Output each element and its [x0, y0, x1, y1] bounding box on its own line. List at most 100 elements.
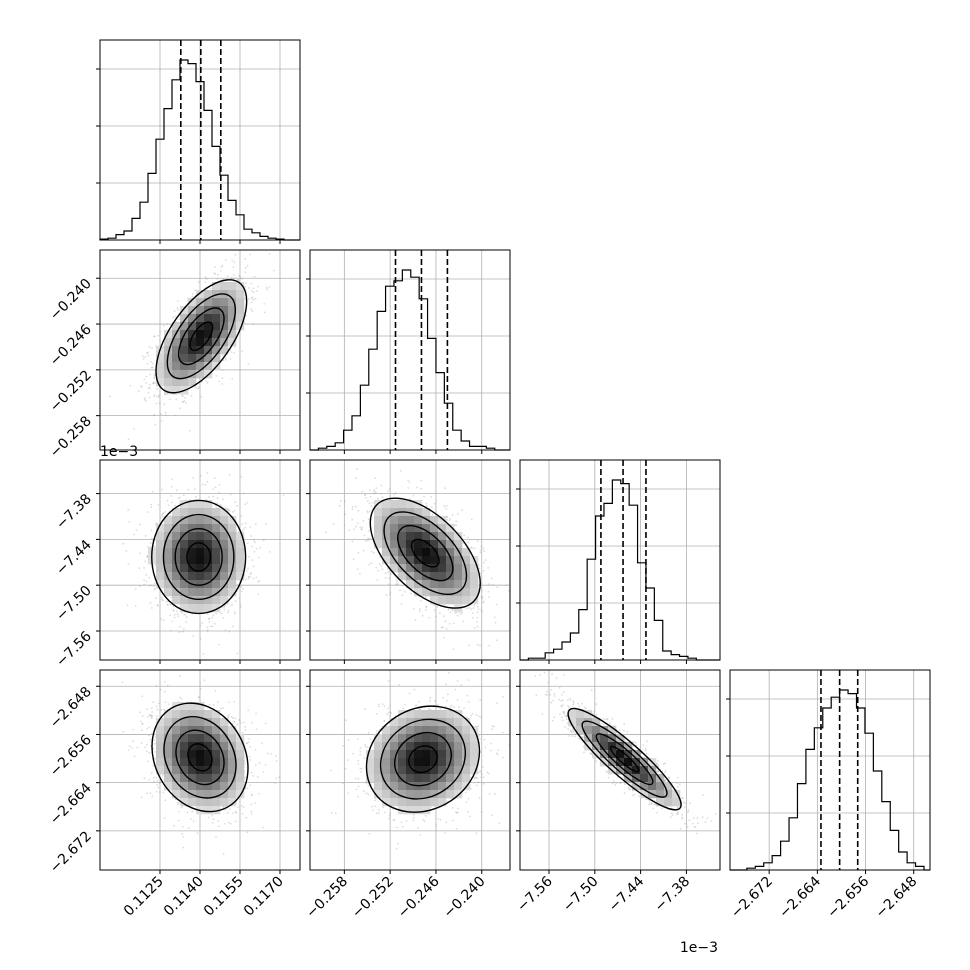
y-tick-label: −7.44	[53, 537, 95, 579]
sample-point	[508, 590, 510, 592]
sample-point	[228, 509, 231, 512]
sample-point	[443, 604, 446, 606]
sample-point	[177, 615, 180, 617]
density-cell	[164, 524, 173, 533]
sample-point	[139, 585, 141, 588]
sample-point	[182, 401, 184, 403]
density-cell	[228, 580, 237, 589]
density-cell	[220, 516, 229, 525]
density-cell	[180, 322, 189, 331]
panel-frame	[309, 249, 511, 451]
sample-point	[481, 596, 484, 598]
sample-point	[249, 573, 252, 576]
sample-point	[228, 508, 230, 511]
sample-point	[169, 630, 172, 632]
sample-point	[478, 567, 481, 570]
density-cell	[196, 588, 205, 597]
sample-point	[356, 568, 359, 571]
density-cell	[156, 572, 165, 581]
density-cell	[164, 564, 173, 573]
sample-point	[357, 509, 360, 512]
sample-point	[351, 505, 354, 508]
density-cell	[196, 556, 205, 565]
density-cell	[228, 524, 237, 533]
sample-point	[389, 591, 392, 594]
sample-point	[155, 402, 158, 405]
sample-point	[221, 377, 224, 380]
sample-point	[166, 603, 169, 606]
sample-point	[446, 519, 449, 521]
sample-point	[249, 575, 251, 578]
sample-point	[471, 612, 474, 614]
density-cell	[212, 330, 221, 339]
density-cell	[196, 604, 205, 613]
density-cell	[236, 532, 245, 541]
density-cell	[156, 524, 165, 533]
sample-point	[143, 579, 146, 582]
sample-point	[148, 396, 151, 399]
sample-point	[380, 493, 383, 495]
density-cell	[212, 322, 221, 331]
sample-point	[446, 516, 449, 518]
sample-point	[488, 583, 490, 585]
sample-point	[206, 481, 209, 483]
density-cell	[204, 548, 213, 557]
sample-point	[220, 612, 222, 615]
sample-point	[212, 495, 215, 498]
sample-point	[455, 520, 458, 523]
sample-point	[244, 258, 247, 261]
sample-point	[213, 272, 216, 274]
density-cell	[188, 572, 197, 581]
sample-point	[496, 586, 499, 589]
density-cell	[164, 548, 173, 557]
sample-point	[135, 529, 138, 531]
sample-point	[183, 399, 186, 402]
density-cell	[236, 548, 245, 557]
density-cell	[180, 516, 189, 525]
sample-point	[454, 612, 457, 614]
sample-point	[407, 479, 409, 482]
sample-point	[252, 298, 255, 301]
density-cell	[212, 298, 221, 307]
sample-point	[156, 387, 159, 390]
sample-point	[146, 511, 149, 513]
density-cell	[228, 330, 237, 339]
sample-point	[127, 509, 130, 511]
sample-point	[184, 613, 187, 616]
density-cell	[164, 386, 173, 395]
density-cell	[164, 556, 173, 565]
density-cell	[204, 604, 213, 613]
sample-point	[355, 525, 357, 528]
sample-point	[368, 510, 371, 513]
sample-point	[241, 523, 244, 526]
sample-point	[445, 505, 448, 507]
density-cell	[180, 596, 189, 605]
density-cell	[220, 588, 229, 597]
sample-point	[153, 377, 156, 380]
density-cell	[220, 556, 229, 565]
density-cell	[180, 548, 189, 557]
sample-point	[176, 300, 179, 302]
sample-point	[359, 526, 362, 529]
sample-point	[173, 613, 176, 616]
sample-point	[146, 546, 149, 548]
sample-point	[126, 604, 129, 607]
sample-point	[364, 493, 366, 496]
sample-point	[214, 486, 217, 488]
sample-point	[134, 588, 137, 590]
sample-point	[236, 652, 239, 655]
sample-point	[388, 577, 391, 580]
sample-point	[206, 381, 209, 384]
sample-point	[224, 357, 227, 359]
sample-point	[151, 382, 154, 385]
contour-1-sigma	[174, 528, 223, 586]
sample-point	[146, 555, 149, 557]
density-cell	[220, 548, 229, 557]
sample-point	[232, 266, 235, 269]
sample-point	[162, 325, 165, 327]
density-cell	[220, 508, 229, 517]
sample-point	[370, 562, 373, 565]
sample-point	[197, 387, 200, 390]
sample-point	[137, 390, 140, 393]
scatter-panel-0-2: −7.56−7.50−7.44−7.38	[53, 459, 301, 670]
